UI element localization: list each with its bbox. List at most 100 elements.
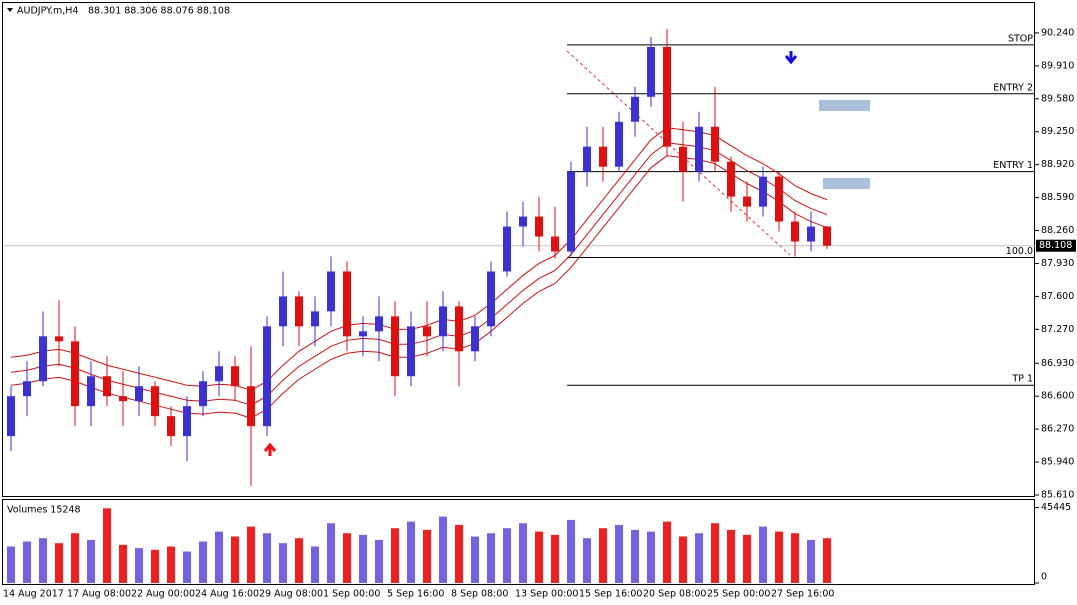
volume-bar	[391, 528, 399, 583]
x-tick-label: 8 Sep 08:00	[451, 589, 508, 600]
volume-bar	[567, 519, 575, 583]
volume-bar	[695, 533, 703, 583]
volume-bar	[551, 534, 559, 583]
volume-bar	[471, 536, 479, 583]
header-icon	[7, 8, 13, 12]
x-tick-label: 27 Sep 16:00	[771, 589, 834, 600]
candle-body	[135, 386, 143, 402]
volume-bar	[615, 524, 623, 583]
candle-body	[71, 341, 79, 407]
candle-body	[791, 221, 799, 242]
volume-bar	[823, 538, 831, 583]
level-label: 100.0	[1006, 246, 1033, 257]
y-tick-label: 89.910	[1041, 60, 1074, 71]
volume-bar	[71, 533, 79, 583]
volume-bar	[359, 534, 367, 583]
volume-bar	[535, 531, 543, 583]
volume-bar	[343, 533, 351, 583]
volume-bar	[327, 523, 335, 583]
volume-bar	[775, 531, 783, 583]
moving-average	[10, 155, 828, 419]
candle-body	[503, 226, 511, 272]
candle-body	[327, 271, 335, 312]
volume-bar	[631, 529, 639, 583]
candle-body	[359, 331, 367, 337]
volume-bar	[407, 521, 415, 583]
candle-body	[567, 171, 575, 252]
y-tick-label: 89.250	[1041, 126, 1074, 137]
moving-average	[10, 127, 828, 391]
quote: 88.301 88.306 88.076 88.108	[88, 6, 230, 17]
volume-bar	[55, 543, 63, 583]
candle-body	[55, 336, 63, 342]
y-tick-label: 88.590	[1041, 192, 1074, 203]
y-tick-label: 87.270	[1041, 324, 1074, 335]
entry-zone	[823, 178, 870, 189]
x-tick-label: 5 Sep 16:00	[387, 589, 444, 600]
level-label: ENTRY 1	[993, 160, 1033, 171]
y-tick-label: 88.260	[1041, 225, 1074, 236]
candle-body	[391, 316, 399, 377]
y-tick-label: 89.580	[1041, 93, 1074, 104]
level-label: STOP	[1008, 33, 1033, 44]
candle-body	[7, 396, 15, 437]
volume-bar	[599, 528, 607, 583]
candle-body	[727, 161, 735, 197]
candle-body	[375, 316, 383, 332]
candle-body	[775, 176, 783, 222]
volume-bar	[647, 531, 655, 583]
volume-bar	[215, 531, 223, 583]
volume-bar	[135, 548, 143, 583]
candle-body	[103, 376, 111, 397]
candle-body	[343, 271, 351, 337]
volume-bar	[743, 534, 751, 583]
volume-bar	[39, 538, 47, 583]
y-tick-label: 86.270	[1041, 424, 1074, 435]
volume-bar	[423, 529, 431, 583]
x-tick-label: 20 Sep 08:00	[643, 589, 706, 600]
candle-body	[679, 146, 687, 172]
candle-body	[279, 296, 287, 327]
y-tick-label: 0	[1041, 572, 1047, 583]
x-tick-label: 13 Sep 00:00	[515, 589, 578, 600]
price-box	[1036, 239, 1076, 252]
y-tick-label: 87.600	[1041, 291, 1074, 302]
candle-body	[119, 396, 127, 402]
candle-body	[823, 226, 831, 246]
candle-body	[743, 196, 751, 207]
x-tick-label: 29 Aug 08:00	[259, 589, 323, 600]
candle-body	[215, 366, 223, 382]
candle-body	[631, 96, 639, 122]
volume-bar	[247, 526, 255, 583]
moving-average	[10, 142, 828, 406]
level-label: ENTRY 2	[993, 82, 1033, 93]
volume-bar	[231, 536, 239, 583]
candle-body	[551, 236, 559, 252]
candle-body	[263, 326, 271, 427]
volume-bar	[807, 539, 815, 583]
candle-body	[599, 146, 607, 167]
volume-bar	[455, 524, 463, 583]
candle-body	[487, 271, 495, 327]
candle-body	[151, 386, 159, 417]
volume-bar	[295, 538, 303, 583]
candle-body	[535, 216, 543, 237]
candle-body	[199, 381, 207, 407]
price-panel	[2, 2, 1035, 497]
volume-bar	[103, 508, 111, 583]
volume-bar	[151, 549, 159, 583]
candle-body	[39, 336, 47, 382]
x-tick-label: 14 Aug 2017	[3, 589, 64, 600]
y-tick-label: 87.930	[1041, 258, 1074, 269]
candle-body	[311, 311, 319, 327]
candle-body	[663, 46, 671, 147]
candle-body	[647, 46, 655, 97]
candle-body	[23, 381, 31, 397]
volume-bar	[791, 533, 799, 583]
volume-bar	[487, 533, 495, 583]
volume-bar	[503, 528, 511, 583]
candle-body	[439, 306, 447, 337]
candle-body	[295, 296, 303, 327]
